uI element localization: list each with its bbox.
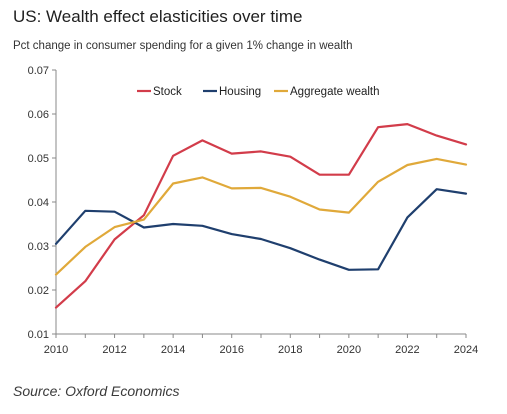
y-tick-label: 0.05 (28, 153, 49, 165)
y-tick-label: 0.02 (28, 285, 49, 297)
x-tick-label: 2022 (395, 344, 419, 356)
legend-label: Stock (153, 86, 182, 98)
series-line-housing (54, 188, 468, 271)
x-tick-label: 2020 (337, 344, 361, 356)
legend-label: Housing (219, 86, 261, 98)
x-tick-label: 2014 (161, 344, 185, 356)
y-tick-label: 0.03 (28, 241, 49, 253)
x-tick-label: 2016 (219, 344, 243, 356)
series-line-aggregate-wealth (54, 157, 468, 276)
chart-title: US: Wealth effect elasticities over time (13, 7, 303, 26)
y-tick-label: 0.04 (28, 197, 49, 209)
chart-axes: 0.01 0.02 0.03 0.04 0.05 0.06 0.07 2010 2012 2014… (28, 65, 479, 356)
x-tick-label: 2010 (44, 344, 68, 356)
x-tick-label: 2018 (278, 344, 302, 356)
legend-label: Aggregate wealth (290, 86, 380, 98)
y-tick-label: 0.07 (28, 65, 49, 77)
y-tick-label: 0.01 (28, 329, 49, 341)
chart-legend: Stock Housing Aggregate wealth (137, 86, 380, 98)
chart-series (54, 122, 468, 309)
source-note: Source: Oxford Economics (13, 383, 180, 399)
x-tick-label: 2024 (454, 344, 478, 356)
series-line-stock (54, 122, 468, 309)
y-tick-label: 0.06 (28, 109, 49, 121)
chart-subtitle: Pct change in consumer spending for a gi… (13, 40, 353, 52)
x-tick-label: 2012 (102, 344, 126, 356)
